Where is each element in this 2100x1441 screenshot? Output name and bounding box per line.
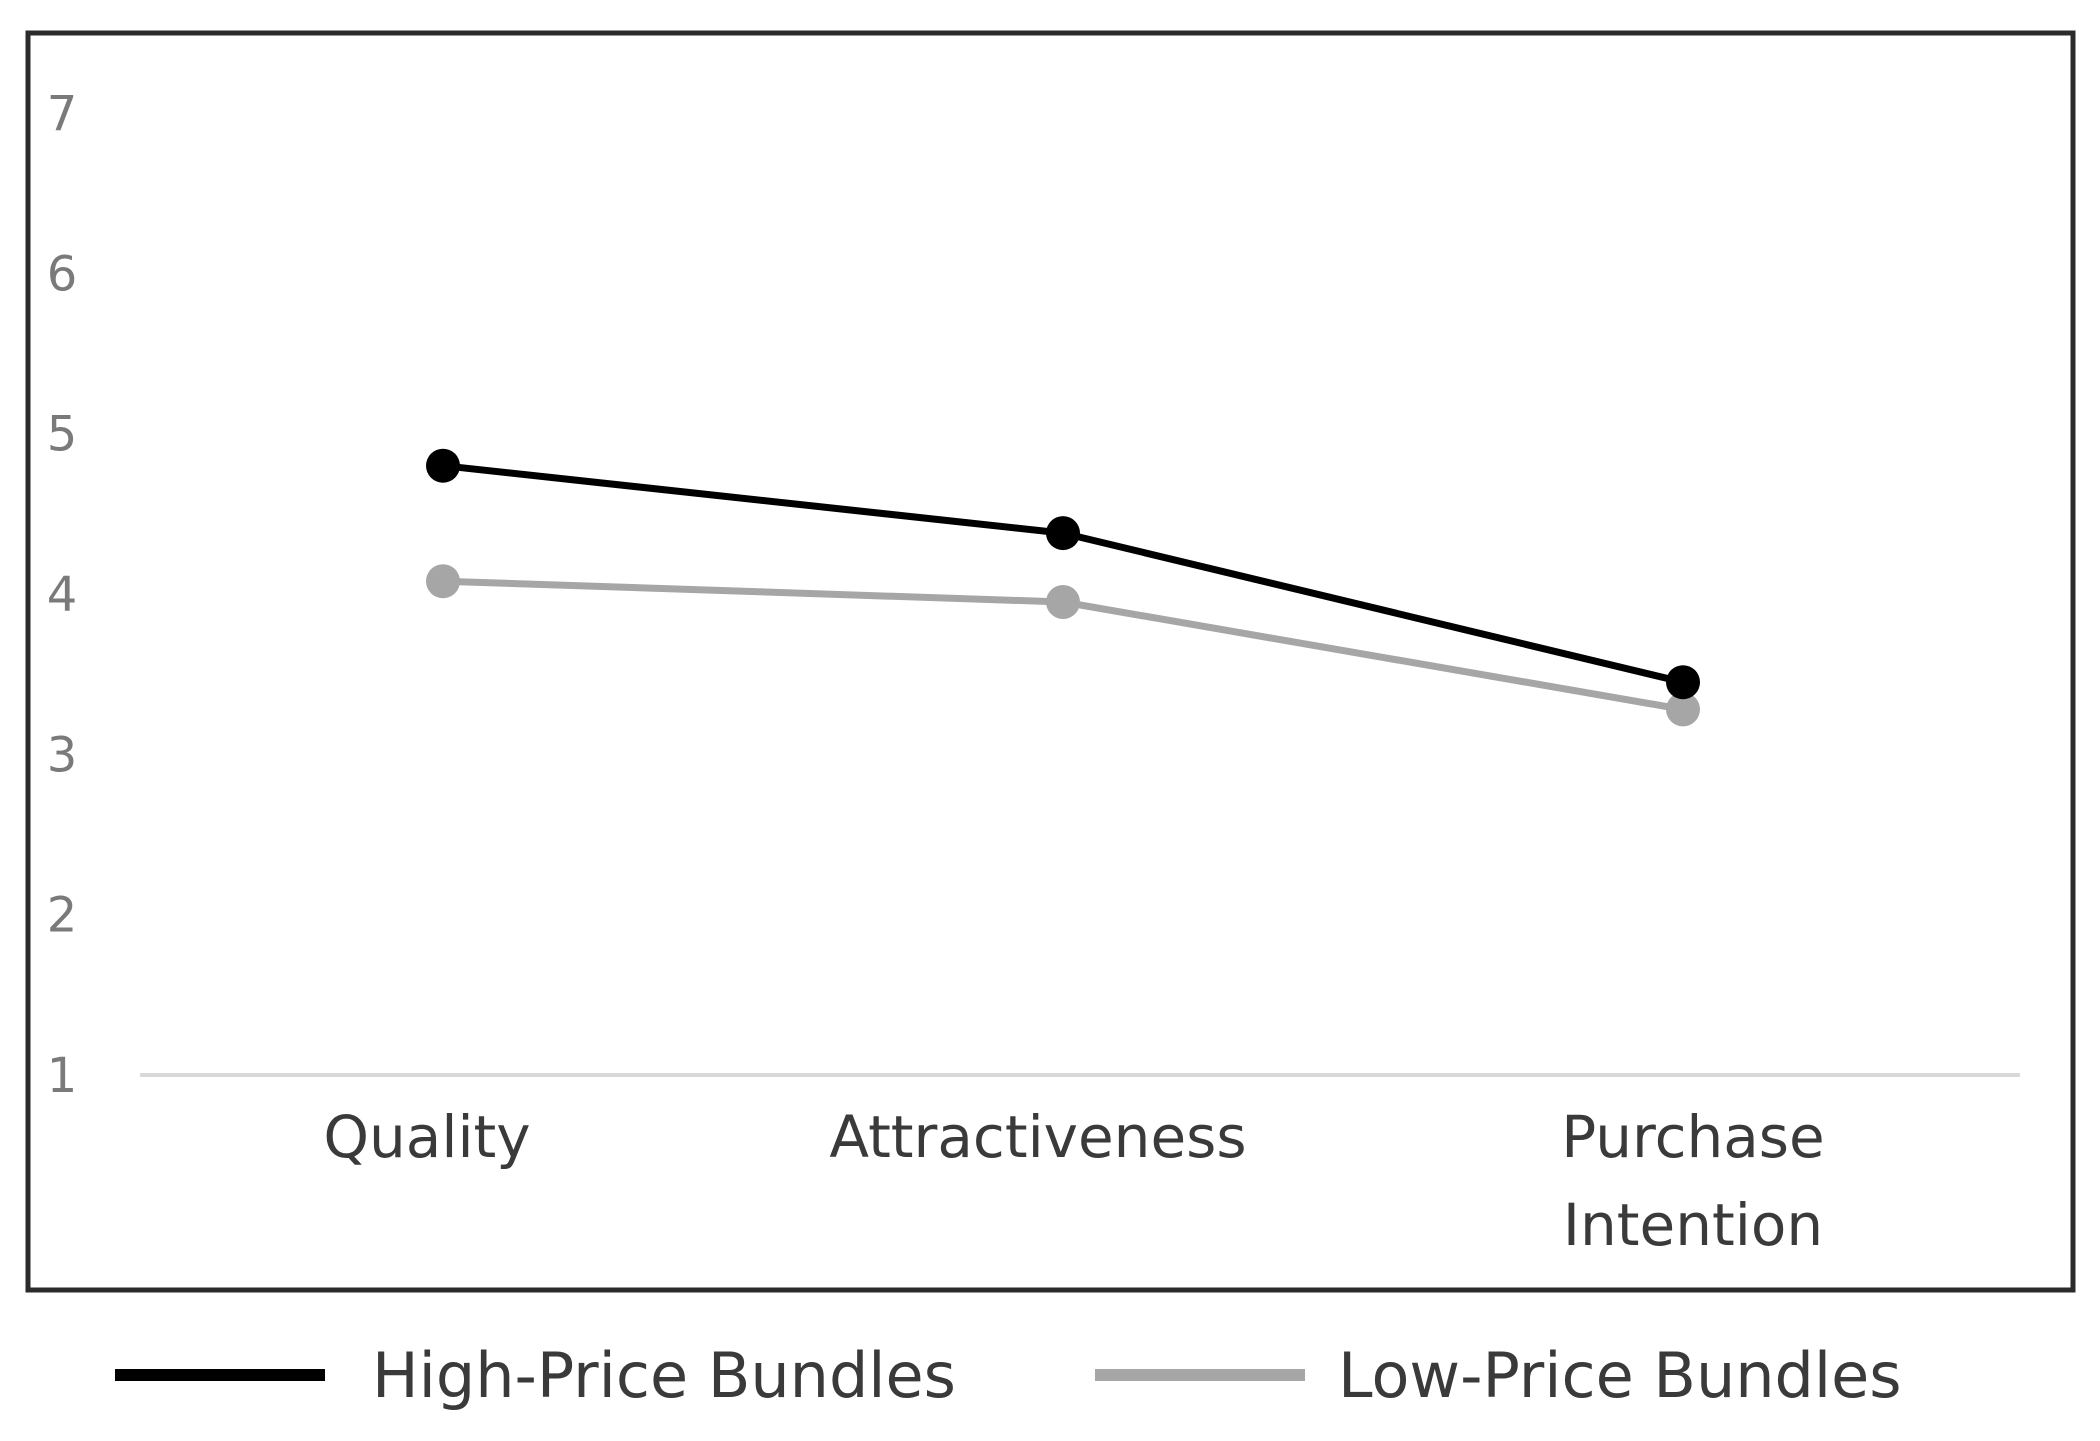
x-tick-label: Attractiveness (829, 1103, 1246, 1171)
y-tick-label: 3 (47, 727, 78, 783)
data-point (1046, 585, 1080, 619)
x-tick-label: Intention (1563, 1191, 1823, 1259)
y-tick-label: 7 (47, 86, 78, 142)
y-tick-label: 1 (47, 1048, 78, 1104)
legend-label: High-Price Bundles (372, 1339, 956, 1412)
data-point (426, 564, 460, 599)
x-axis-categories: Quality Attractiveness Purchase Intention (323, 1103, 1824, 1259)
data-point (1666, 665, 1700, 700)
series-points (426, 448, 1700, 727)
legend: High-Price Bundles Low-Price Bundles (115, 1339, 1902, 1412)
plot-frame (25, 30, 2076, 1293)
y-tick-label: 6 (47, 246, 78, 302)
x-tick-label: Quality (323, 1103, 530, 1171)
y-tick-label: 5 (47, 407, 78, 463)
y-tick-label: 2 (47, 888, 78, 944)
x-tick-label: Purchase (1561, 1103, 1824, 1171)
legend-label: Low-Price Bundles (1338, 1339, 1902, 1412)
data-point (1666, 692, 1700, 727)
data-point (426, 448, 460, 483)
data-point (1046, 516, 1080, 551)
y-tick-label: 4 (47, 567, 78, 623)
y-axis-ticks: 1 2 3 4 5 6 7 (47, 86, 78, 1104)
